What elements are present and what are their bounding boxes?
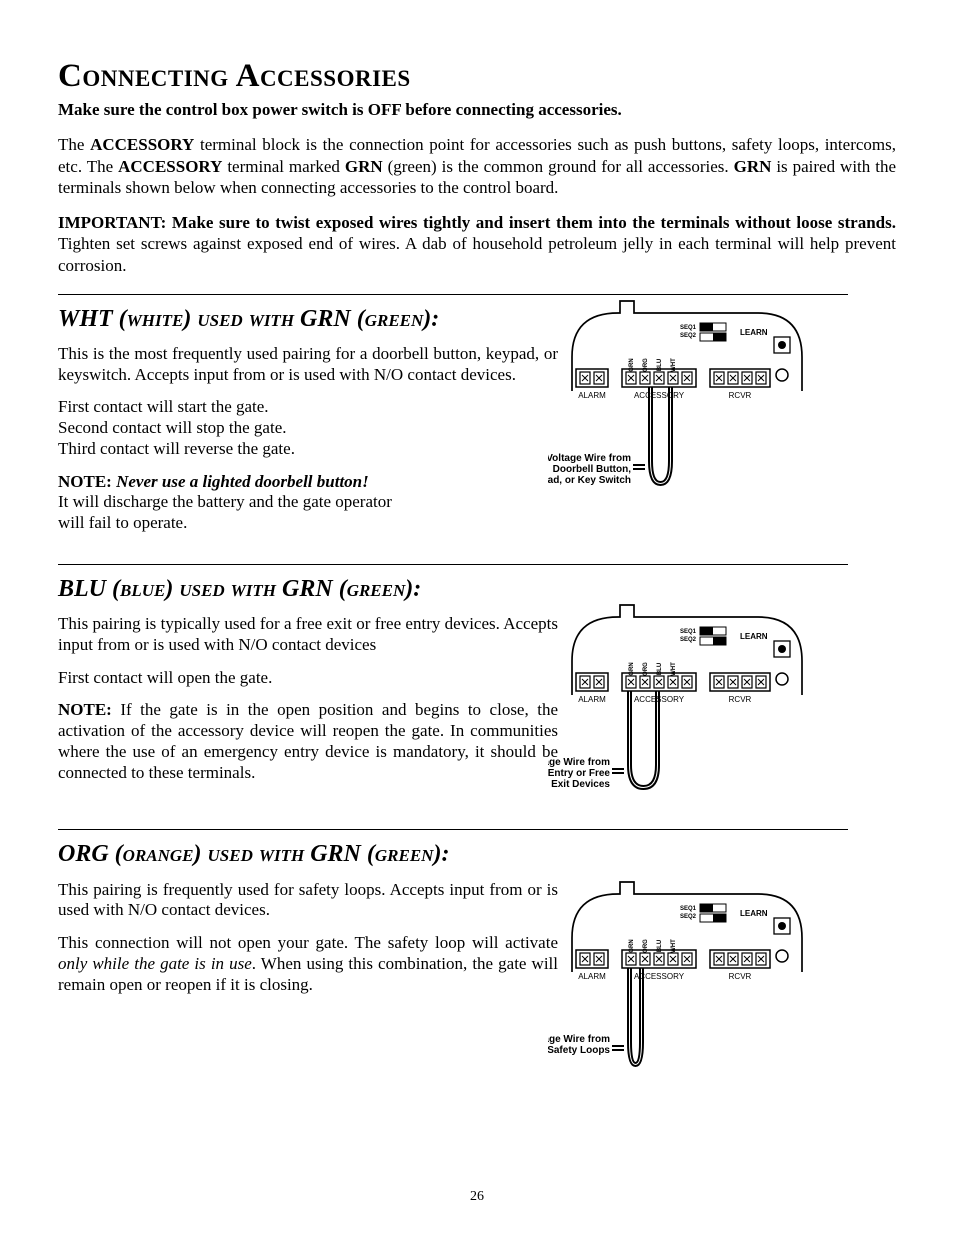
svg-text:BLU: BLU: [657, 663, 663, 675]
svg-text:SEQ2: SEQ2: [680, 333, 697, 339]
svg-text:ALARM: ALARM: [578, 972, 606, 981]
divider: [58, 829, 848, 830]
svg-text:ALARM: ALARM: [578, 391, 606, 400]
svg-text:Keypad, or Key Switch: Keypad, or Key Switch: [548, 475, 631, 486]
svg-text:Low Voltage Wire from: Low Voltage Wire from: [548, 453, 631, 464]
power-off-warning: Make sure the control box power switch i…: [58, 99, 896, 120]
divider: [58, 564, 848, 565]
intro-paragraph-2: IMPORTANT: Make sure to twist exposed wi…: [58, 212, 896, 276]
wht-note: NOTE: Never use a lighted doorbell butto…: [58, 472, 558, 534]
svg-text:RCVR: RCVR: [729, 695, 752, 704]
svg-text:RCVR: RCVR: [729, 972, 752, 981]
wht-contacts: First contact will start the gate. Secon…: [58, 397, 558, 459]
svg-text:WHT: WHT: [671, 662, 677, 676]
section-wht: WHT (white) used with GRN (green): This …: [58, 305, 896, 534]
svg-text:Doorbell Button,: Doorbell Button,: [553, 464, 632, 475]
svg-text:WHT: WHT: [671, 358, 677, 372]
svg-text:SEQ1: SEQ1: [680, 325, 697, 331]
svg-text:ORG: ORG: [643, 358, 649, 372]
svg-text:ACCESSORY: ACCESSORY: [634, 391, 685, 400]
wht-diagram: ALARM ACCESSORY RCVR GRN ORG BLU WHT SEQ1 SEQ2 LE…: [548, 295, 898, 515]
org-desc2: This connection will not open your gate.…: [58, 933, 558, 995]
blu-diagram: ALARMACCESSORYRCVRGRNORGBLUWHTSEQ1SEQ2LE…: [548, 599, 898, 819]
svg-text:Safety Loops: Safety Loops: [548, 1045, 610, 1056]
page-number: 26: [0, 1189, 954, 1205]
blu-contacts: First contact will open the gate.: [58, 668, 558, 689]
svg-text:WHT: WHT: [671, 939, 677, 953]
svg-text:BLU: BLU: [657, 359, 663, 371]
svg-text:ORG: ORG: [643, 939, 649, 953]
section-blu: BLU (blue) used with GRN (green): This p…: [58, 575, 896, 783]
svg-text:ALARM: ALARM: [578, 695, 606, 704]
blu-heading: BLU (blue) used with GRN (green):: [58, 575, 558, 604]
org-heading: ORG (orange) used with GRN (green):: [58, 840, 558, 869]
svg-text:SEQ2: SEQ2: [680, 637, 697, 643]
svg-text:RCVR: RCVR: [729, 391, 752, 400]
svg-text:ACCESSORY: ACCESSORY: [634, 972, 685, 981]
svg-text:Low Voltage Wire from: Low Voltage Wire from: [548, 757, 610, 768]
section-org: ORG (orange) used with GRN (green): This…: [58, 840, 896, 995]
svg-text:Low Voltage Wire from: Low Voltage Wire from: [548, 1034, 610, 1045]
wht-desc: This is the most frequently used pairing…: [58, 344, 558, 385]
warn-text: Make sure the control box power switch i…: [58, 100, 622, 119]
svg-text:SEQ1: SEQ1: [680, 629, 697, 635]
org-desc: This pairing is frequently used for safe…: [58, 880, 558, 921]
svg-text:Exit Devices: Exit Devices: [551, 779, 610, 790]
svg-text:LEARN: LEARN: [740, 632, 768, 641]
page-title: Connecting Accessories: [58, 58, 896, 95]
svg-text:GRN: GRN: [629, 940, 635, 953]
svg-text:BLU: BLU: [657, 940, 663, 952]
svg-text:GRN: GRN: [629, 662, 635, 675]
blu-desc: This pairing is typically used for a fre…: [58, 614, 558, 655]
svg-text:LEARN: LEARN: [740, 909, 768, 918]
svg-text:ORG: ORG: [643, 662, 649, 676]
svg-text:SEQ1: SEQ1: [680, 906, 697, 912]
svg-text:GRN: GRN: [629, 358, 635, 371]
svg-text:LEARN: LEARN: [740, 328, 768, 337]
intro-paragraph-1: The ACCESSORY terminal block is the conn…: [58, 134, 896, 198]
svg-text:Free Entry or Free: Free Entry or Free: [548, 768, 610, 779]
org-diagram: ALARM ACCESSORY RCVR GRN ORG BLU WHT SEQ1 SEQ2 LE…: [548, 876, 898, 1096]
blu-note: NOTE: If the gate is in the open positio…: [58, 700, 558, 783]
wht-heading: WHT (white) used with GRN (green):: [58, 305, 558, 334]
svg-text:SEQ2: SEQ2: [680, 914, 697, 920]
